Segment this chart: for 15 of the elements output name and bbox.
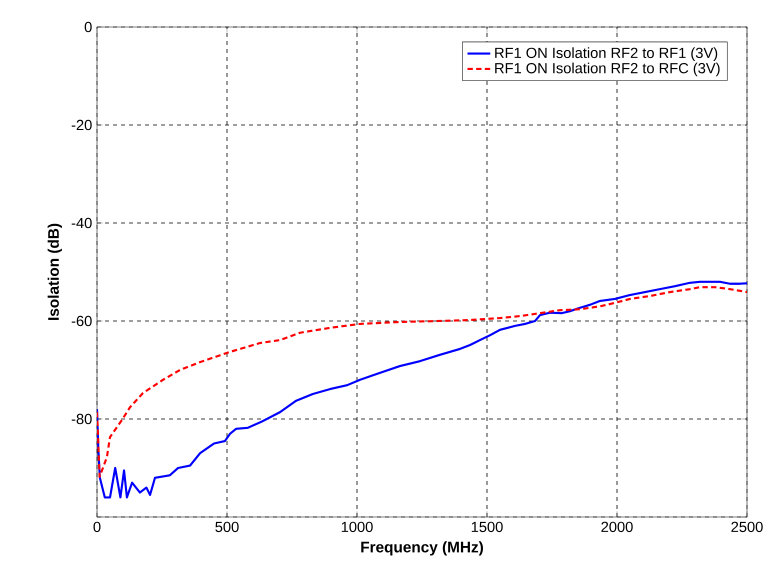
y-tick-label: -40 [72,218,92,228]
x-axis-title: Frequency (MHz) [361,541,483,556]
legend-label: RF1 ON Isolation RF2 to RF1 (3V) [495,47,718,61]
y-axis-title: Isolation (dB) [48,224,62,320]
x-tick-label: 1500 [472,522,503,532]
y-tick-label: -20 [72,120,92,130]
legend-label: RF1 ON Isolation RF2 to RFC (3V) [495,62,720,76]
x-tick-label: 2000 [601,522,633,532]
y-tick-label: -80 [72,414,92,424]
y-tick-label: 0 [84,22,92,32]
x-tick-label: 0 [93,522,100,532]
y-tick-label: -60 [72,316,92,326]
x-tick-label: 1000 [342,522,373,532]
x-tick-label: 500 [215,522,239,532]
x-tick-label: 2500 [731,522,763,532]
